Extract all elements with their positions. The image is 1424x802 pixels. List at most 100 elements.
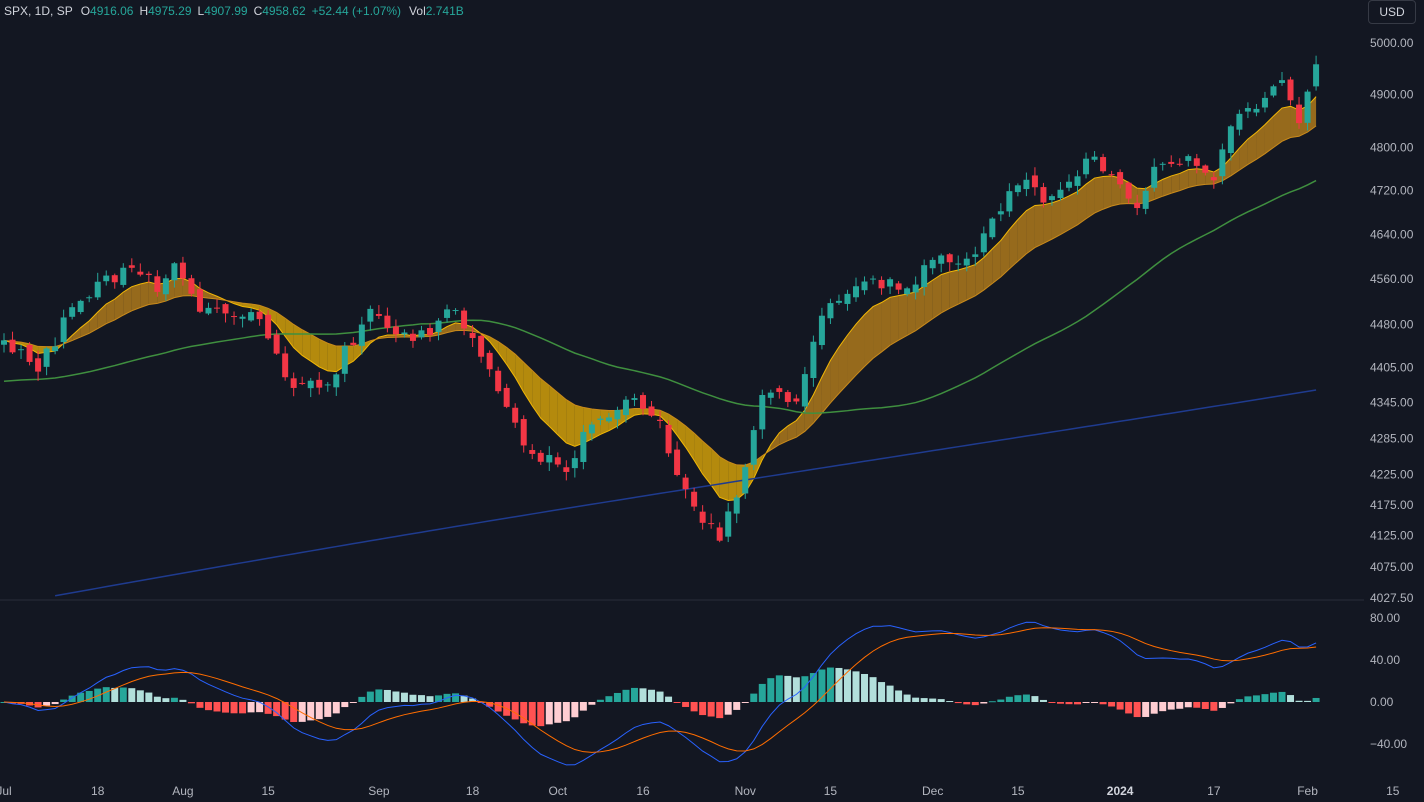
candle[interactable] [1176,158,1183,167]
candle[interactable] [1108,170,1115,178]
candle[interactable] [299,376,306,386]
candle[interactable] [1227,124,1234,161]
candle[interactable] [1031,167,1038,196]
candle[interactable] [708,513,715,529]
candle[interactable] [648,400,655,418]
candle[interactable] [1210,171,1217,189]
candle[interactable] [26,342,33,366]
candle[interactable] [60,309,67,349]
candle[interactable] [1236,109,1243,136]
candle[interactable] [750,426,757,471]
candle[interactable] [520,415,527,453]
candle[interactable] [1279,71,1285,86]
candle[interactable] [580,425,587,470]
candle[interactable] [1006,183,1013,217]
candle[interactable] [77,299,84,315]
candle[interactable] [324,381,331,392]
candle[interactable] [801,366,808,413]
candle[interactable] [444,304,451,323]
candle[interactable] [1202,164,1209,176]
candle[interactable] [1134,194,1141,216]
candle[interactable] [35,350,42,381]
candle[interactable] [145,271,152,283]
candle[interactable] [461,307,468,336]
candle[interactable] [341,342,348,383]
candle[interactable] [563,460,570,481]
candle[interactable] [1253,103,1260,117]
candle[interactable] [350,337,357,347]
candle[interactable] [384,307,391,333]
candle[interactable] [52,337,59,355]
candle[interactable] [691,487,698,512]
candle[interactable] [256,309,263,326]
candle[interactable] [1023,172,1030,197]
candle[interactable] [103,270,110,286]
candle[interactable] [725,502,732,543]
candle[interactable] [452,308,459,315]
candle[interactable] [128,258,135,273]
candle[interactable] [835,294,842,305]
candle[interactable] [742,463,749,499]
candle[interactable] [1,333,7,353]
candle[interactable] [537,450,544,465]
candle[interactable] [1270,84,1277,98]
candle[interactable] [1125,181,1132,204]
candle[interactable] [699,505,706,530]
candle[interactable] [844,289,851,311]
candle[interactable] [154,270,161,297]
candle[interactable] [767,389,774,405]
candle[interactable] [682,473,689,499]
candle[interactable] [1040,182,1047,208]
candle[interactable] [759,389,766,439]
candle[interactable] [640,392,646,416]
candle[interactable] [1219,143,1226,185]
candle[interactable] [43,347,50,376]
candle[interactable] [929,257,936,275]
candle[interactable] [597,415,604,426]
candle[interactable] [904,286,911,297]
candle[interactable] [162,274,169,301]
candle[interactable] [1100,153,1107,174]
candle[interactable] [401,329,408,338]
candle[interactable] [793,394,800,405]
candle[interactable] [282,346,289,381]
candle[interactable] [86,295,93,303]
candle[interactable] [495,366,502,394]
candle[interactable] [205,302,212,316]
candle[interactable] [980,226,987,257]
candle[interactable] [1287,76,1294,106]
candle[interactable] [1048,194,1055,206]
candle[interactable] [486,350,493,377]
candle[interactable] [554,452,561,468]
candle[interactable] [307,377,314,398]
candle[interactable] [503,383,510,409]
candle[interactable] [861,276,868,295]
candle[interactable] [878,276,885,295]
candle[interactable] [1057,182,1064,201]
time-axis[interactable]: Jul 18 Aug 15 Sep 18 Oct 16 Nov 15 Dec 15 2024 17 Feb 1… [0,784,1400,798]
candle[interactable] [120,263,127,288]
candle[interactable] [1304,89,1311,131]
candle[interactable] [529,444,536,460]
candle[interactable] [214,299,220,313]
candle[interactable] [137,263,144,277]
candle[interactable] [239,314,246,328]
candle[interactable] [605,412,612,423]
candle[interactable] [631,393,638,407]
candle[interactable] [69,303,76,320]
candle[interactable] [1117,169,1124,189]
candle[interactable] [179,256,186,286]
candle[interactable] [273,329,280,355]
candle[interactable] [784,389,791,408]
candle[interactable] [853,277,859,302]
price-axis[interactable]: 5000.00 4900.00 4800.00 4720.00 4640.00 4560.… [1370,36,1414,751]
candle[interactable] [1066,174,1072,192]
candle[interactable] [887,277,894,294]
candle[interactable] [222,302,229,323]
candle[interactable] [614,406,621,429]
candle[interactable] [392,319,399,343]
candle[interactable] [478,334,485,363]
candle[interactable] [1244,102,1251,119]
candle[interactable] [921,259,928,296]
